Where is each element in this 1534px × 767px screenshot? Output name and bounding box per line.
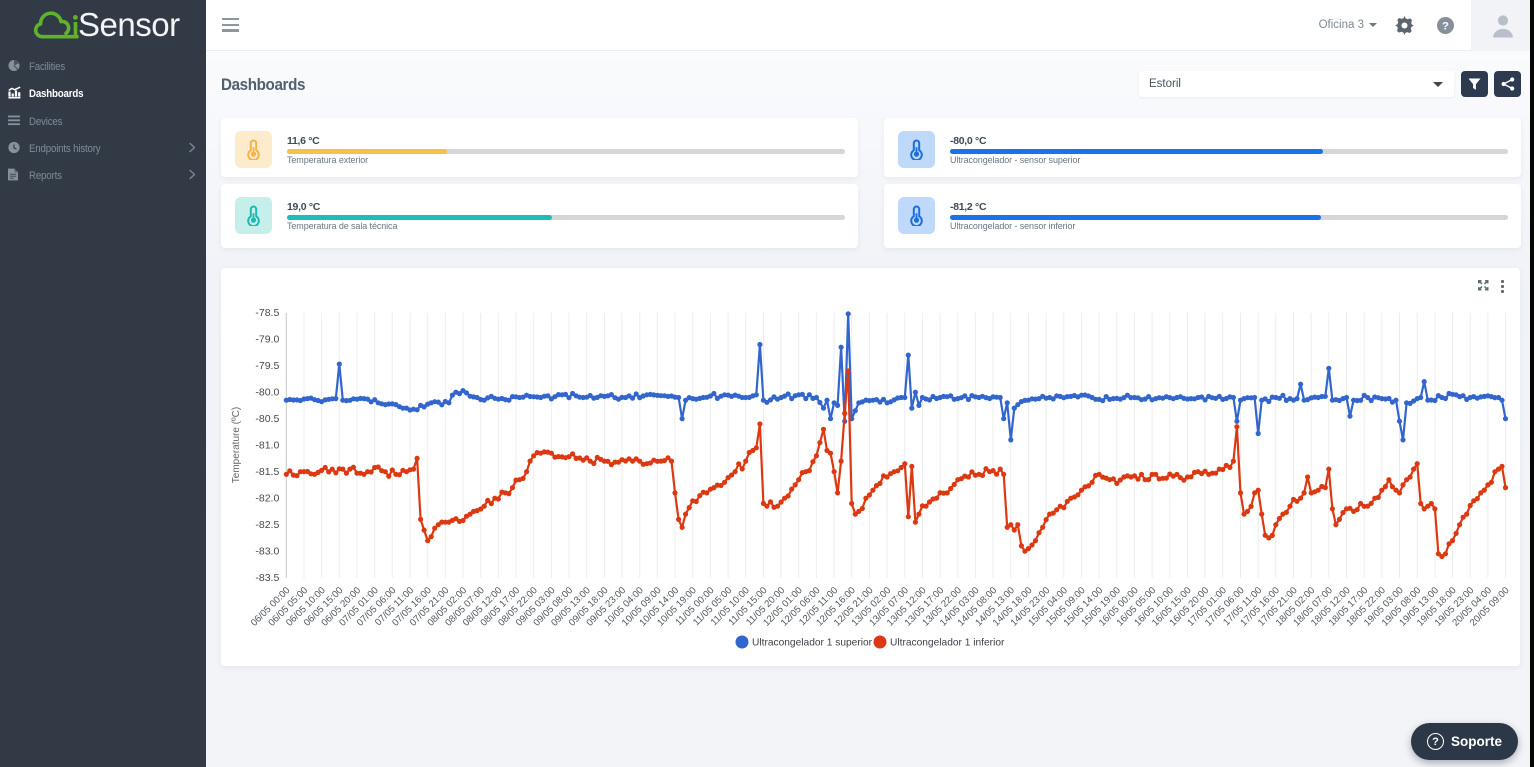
svg-text:-83.5: -83.5 (255, 572, 279, 584)
svg-text:-79.5: -79.5 (255, 360, 279, 372)
svg-text:Temperature (ºC): Temperature (ºC) (231, 407, 242, 483)
svg-text:-83.0: -83.0 (255, 546, 279, 558)
svg-text:-79.0: -79.0 (255, 334, 279, 346)
svg-text:-81.0: -81.0 (255, 440, 279, 452)
svg-text:-82.5: -82.5 (255, 519, 279, 531)
svg-text:-82.0: -82.0 (255, 493, 279, 505)
svg-text:-78.5: -78.5 (255, 307, 279, 319)
svg-text:Ultracongelador 1 superior: Ultracongelador 1 superior (752, 638, 873, 649)
svg-text:-80.0: -80.0 (255, 387, 279, 399)
svg-text:Ultracongelador 1 inferior: Ultracongelador 1 inferior (890, 638, 1005, 649)
svg-text:-81.5: -81.5 (255, 466, 279, 478)
svg-text:-80.5: -80.5 (255, 413, 279, 425)
svg-text:?: ? (1442, 21, 1449, 33)
